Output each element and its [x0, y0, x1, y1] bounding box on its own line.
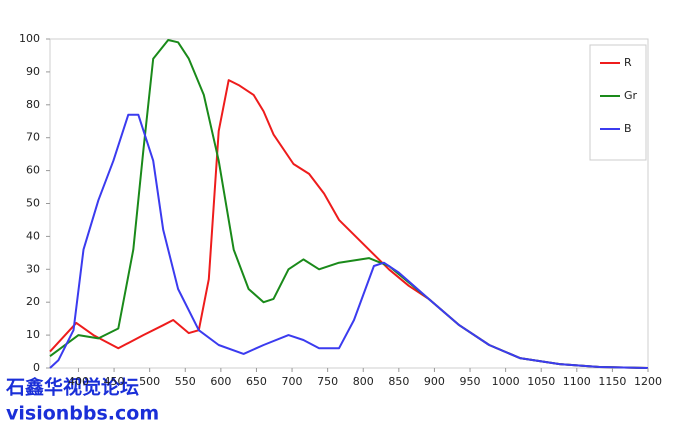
legend-label: R [624, 56, 632, 69]
x-tick-label: 600 [210, 375, 231, 388]
x-tick-label: 900 [424, 375, 445, 388]
y-tick-label: 30 [26, 262, 40, 275]
x-tick-label: 700 [282, 375, 303, 388]
y-tick-label: 100 [19, 32, 40, 45]
x-tick-label: 650 [246, 375, 267, 388]
x-tick-label: 850 [388, 375, 409, 388]
x-tick-label: 1200 [634, 375, 662, 388]
y-tick-label: 70 [26, 131, 40, 144]
watermark-url: visionbbs.com [6, 403, 159, 425]
x-tick-label: 400 [68, 375, 89, 388]
y-tick-label: 10 [26, 328, 40, 341]
legend-label: Gr [624, 89, 638, 102]
x-tick-label: 550 [175, 375, 196, 388]
watermark-title: 石鑫华视觉论坛 [5, 376, 139, 399]
legend-box [589, 44, 647, 161]
y-tick-label: 50 [26, 197, 40, 210]
x-tick-label: 750 [317, 375, 338, 388]
x-tick-label: 500 [139, 375, 160, 388]
x-tick-label: 1000 [492, 375, 520, 388]
legend-label: B [624, 122, 632, 135]
legend: R Gr B [589, 44, 647, 161]
y-tick-label: 80 [26, 98, 40, 111]
x-tick-label: 450 [104, 375, 125, 388]
y-tick-label: 60 [26, 164, 40, 177]
y-tick-label: 0 [33, 361, 40, 374]
y-tick-label: 20 [26, 295, 40, 308]
x-tick-label: 1050 [527, 375, 555, 388]
line-series [49, 39, 649, 369]
y-tick-label: 90 [26, 65, 40, 78]
plot-area [49, 39, 649, 369]
line-series [49, 113, 649, 369]
y-tick-label: 40 [26, 229, 40, 242]
x-tick-label: 1150 [598, 375, 626, 388]
x-tick-label: 800 [353, 375, 374, 388]
x-tick-label: 950 [460, 375, 481, 388]
plot-frame [49, 38, 649, 369]
line-series [49, 79, 649, 369]
x-tick-label: 1100 [563, 375, 591, 388]
